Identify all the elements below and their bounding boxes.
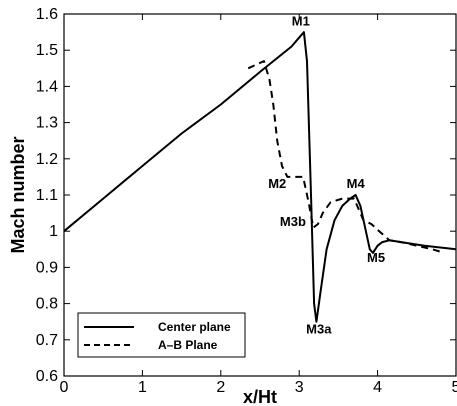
y-tick-label: 0.9 (36, 259, 58, 276)
axis-ticks (63, 13, 457, 377)
y-tick-label: 1.4 (36, 78, 58, 95)
x-tick-label: 3 (295, 379, 304, 396)
series-line-center-plane (63, 31, 457, 323)
annotation-m3a: M3a (306, 321, 332, 336)
y-tick-label: 1.2 (36, 151, 58, 168)
y-axis-title: Mach number (8, 136, 28, 253)
annotation-m5: M5 (367, 250, 385, 265)
annotations: M1 M2 M3b M4 M5 M3a (268, 14, 385, 337)
y-tick-label: 0.8 (36, 296, 58, 313)
y-tick-label: 1.6 (36, 6, 58, 23)
x-tick-label: 0 (60, 379, 69, 396)
x-axis-title: x/Ht (243, 387, 277, 406)
series-layer (63, 31, 457, 323)
annotation-m2: M2 (268, 176, 286, 191)
axis-tick-labels: 0 1 2 3 4 5 0.6 0.7 0.8 0.9 1 1.1 1.2 1.3 1.4 1.5 1.6 (36, 6, 457, 396)
y-tick-label: 1 (49, 223, 58, 240)
y-tick-label: 1.5 (36, 42, 58, 59)
x-tick-label: 4 (373, 379, 382, 396)
annotation-m4: M4 (347, 176, 366, 191)
x-tick-label: 5 (452, 379, 457, 396)
annotation-m3b: M3b (280, 214, 306, 229)
legend-box (77, 312, 246, 358)
y-tick-label: 0.6 (36, 368, 58, 385)
legend-label-center-plane: Center plane (158, 320, 231, 334)
y-tick-label: 0.7 (36, 332, 58, 349)
annotation-m1: M1 (292, 14, 310, 29)
legend-label-ab-plane: A–B Plane (158, 338, 218, 352)
x-tick-label: 1 (138, 379, 147, 396)
y-tick-label: 1.3 (36, 115, 58, 132)
x-tick-label: 2 (216, 379, 225, 396)
y-tick-label: 1.1 (36, 187, 58, 204)
legend: Center plane A–B Plane (77, 312, 246, 358)
series-line-ab-plane (247, 60, 445, 254)
